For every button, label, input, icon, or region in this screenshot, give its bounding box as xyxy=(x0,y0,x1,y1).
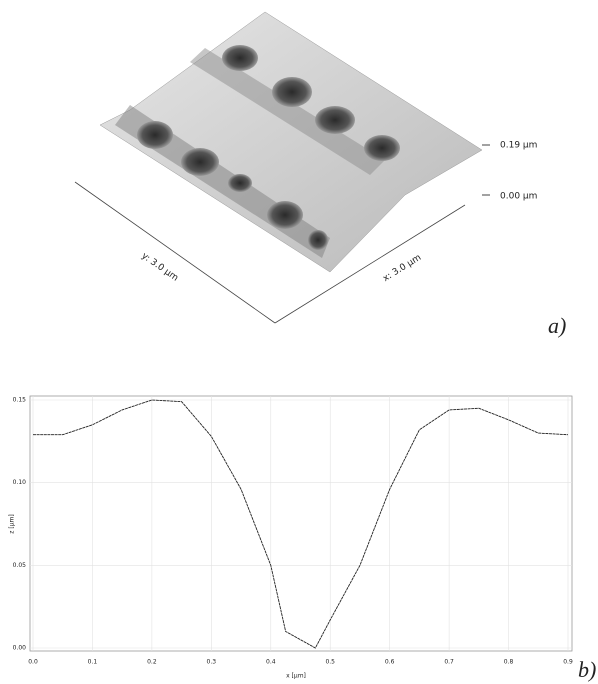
y-tick-label: 0.15 xyxy=(13,397,27,404)
y-axis-label: y: 3.0 µm xyxy=(140,251,180,283)
x-axis-label: x [µm] xyxy=(286,673,306,680)
panel-label: b) xyxy=(578,657,596,682)
x-tick-label: 0.7 xyxy=(444,659,454,666)
y-tick-label: 0.10 xyxy=(13,479,27,486)
z-tick-label: 0.00 µm xyxy=(500,192,537,202)
x-tick-label: 0.5 xyxy=(325,659,335,666)
x-axis-label: x: 3.0 µm xyxy=(381,253,423,284)
y-tick-label: 0.00 xyxy=(13,645,27,652)
x-axis xyxy=(274,204,466,324)
x-tick-label: 0.9 xyxy=(563,659,573,666)
x-tick-label: 0.2 xyxy=(147,659,157,666)
panel-label: a) xyxy=(548,313,566,338)
x-tick-label: 0.0 xyxy=(28,659,38,666)
surface-plot: 0.19 µm 0.00 µm y: 3.0 µm x: 3.0 µm a) xyxy=(74,11,566,338)
holes xyxy=(137,45,400,250)
x-tick-label: 0.1 xyxy=(88,659,98,666)
y-axis-label: z [µm] xyxy=(9,514,16,533)
y-axis xyxy=(74,181,276,324)
ridge xyxy=(190,48,385,175)
profile-line xyxy=(33,399,569,649)
plot-frame xyxy=(29,395,573,652)
x-tick-label: 0.3 xyxy=(207,659,217,666)
z-tick-label: 0.19 µm xyxy=(500,141,537,151)
x-tick-label: 0.4 xyxy=(266,659,276,666)
x-tick-label: 0.8 xyxy=(504,659,514,666)
y-tick-label: 0.05 xyxy=(13,562,27,569)
x-tick-label: 0.6 xyxy=(385,659,395,666)
